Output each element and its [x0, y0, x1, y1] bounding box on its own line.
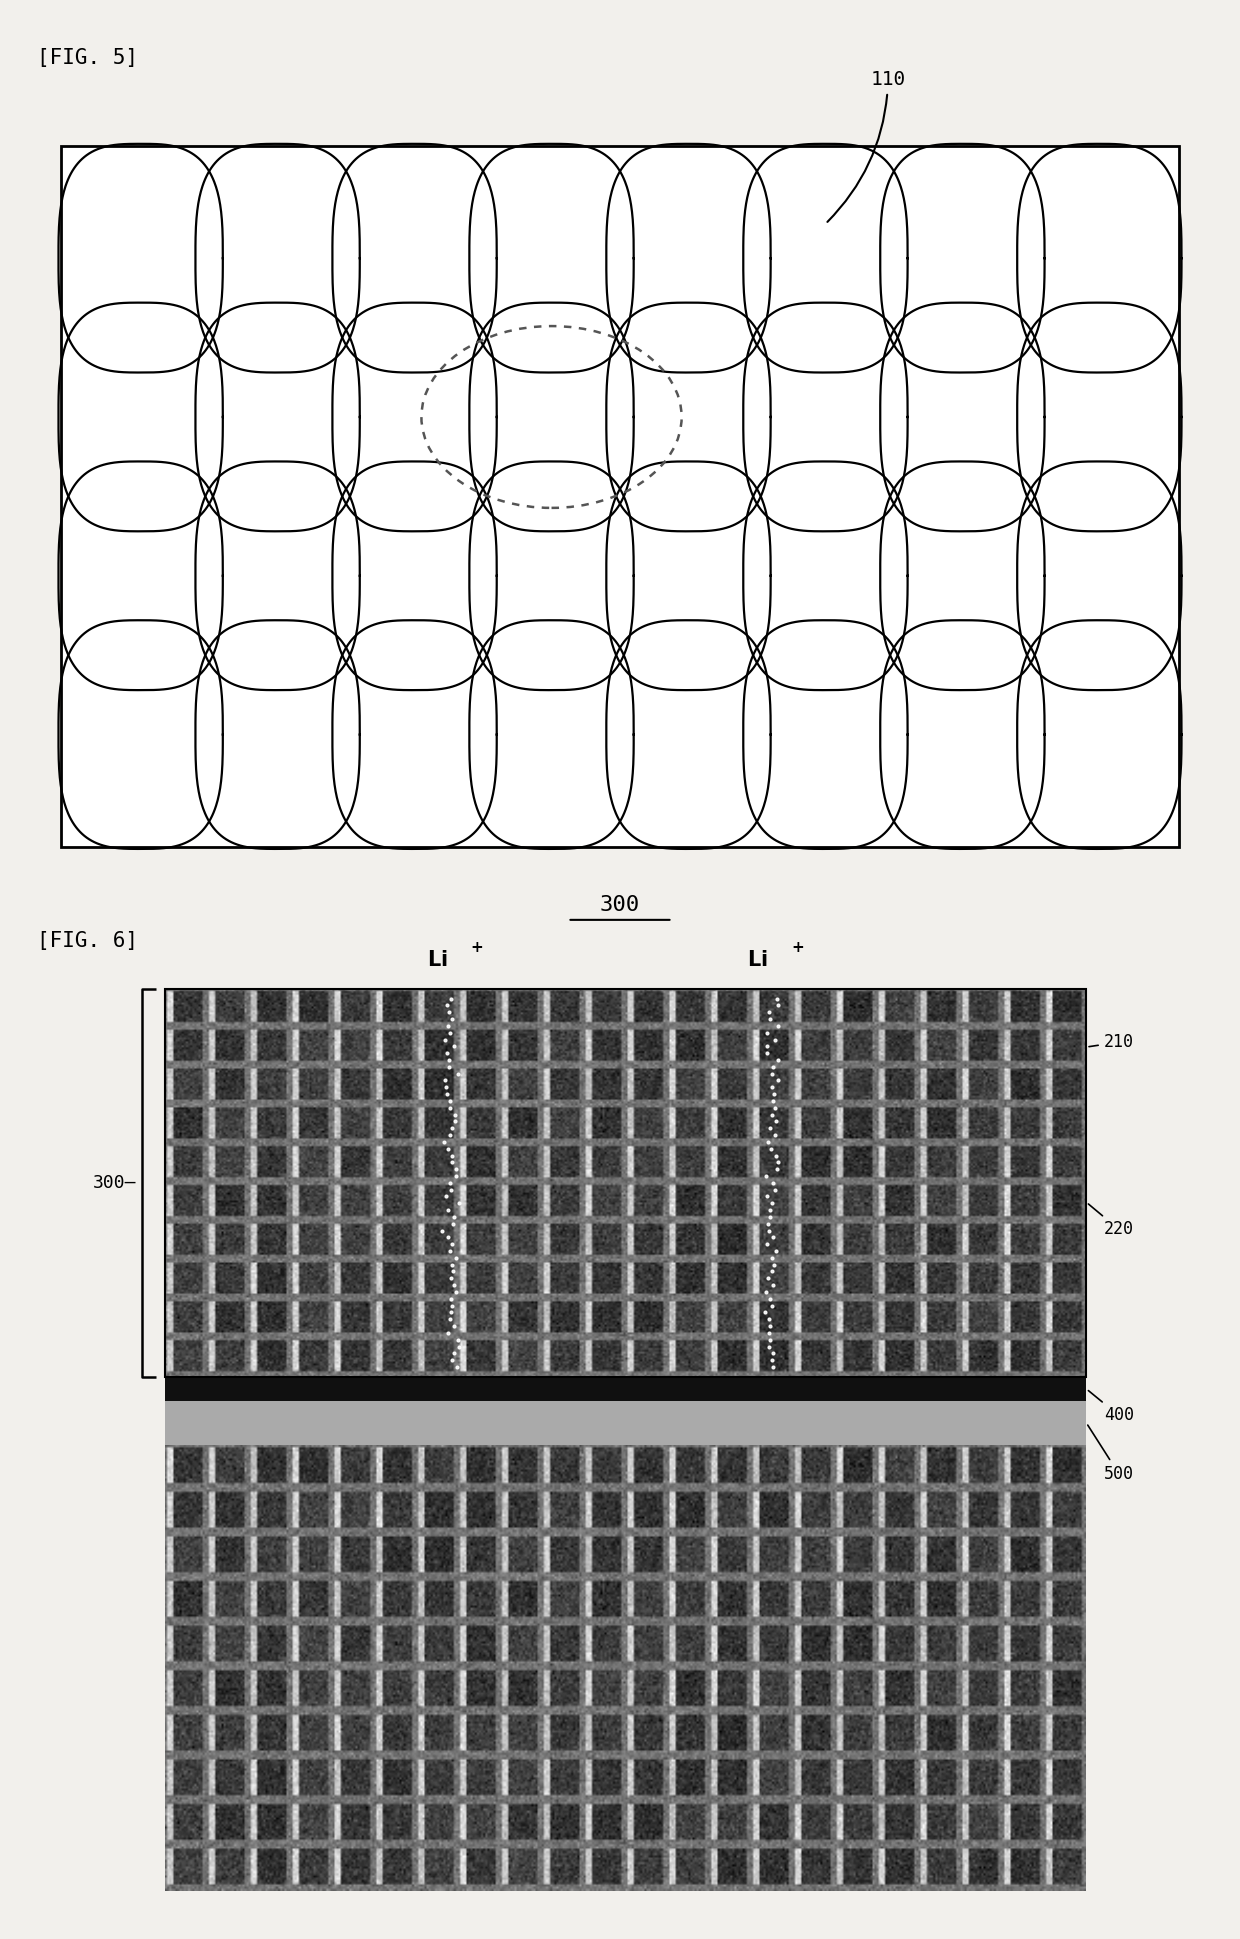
Text: $\mathbf{Li}$: $\mathbf{Li}$: [748, 950, 768, 970]
Text: 500: 500: [1087, 1425, 1133, 1483]
Text: 300: 300: [600, 896, 640, 915]
Bar: [61, 145, 1179, 847]
Text: 110: 110: [827, 70, 905, 221]
Text: $\mathbf{+}$: $\mathbf{+}$: [791, 940, 804, 954]
Text: 220: 220: [1089, 1204, 1133, 1239]
Text: $\mathbf{Li}$: $\mathbf{Li}$: [427, 950, 448, 970]
Bar: [165, 1400, 1086, 1445]
Text: 210: 210: [1089, 1033, 1133, 1051]
Bar: [165, 1377, 1086, 1400]
Text: 300—: 300—: [93, 1173, 136, 1192]
Text: [FIG. 6]: [FIG. 6]: [37, 931, 138, 950]
Bar: [165, 989, 1086, 1377]
Text: $\mathbf{+}$: $\mathbf{+}$: [470, 940, 484, 954]
Text: [FIG. 5]: [FIG. 5]: [37, 48, 138, 68]
Text: 400: 400: [1089, 1390, 1133, 1425]
